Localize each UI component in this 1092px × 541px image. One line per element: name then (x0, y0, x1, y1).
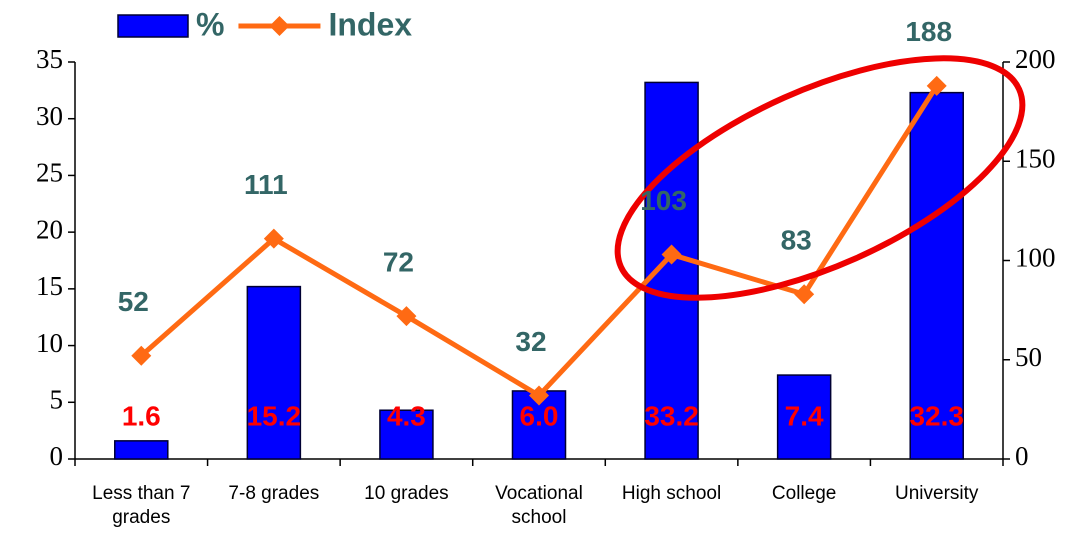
line-value-label: 83 (781, 225, 812, 256)
legend-swatch (117, 14, 189, 38)
y-tick-label: 5 (50, 384, 64, 414)
bar-value-label: 32.3 (909, 400, 964, 431)
x-tick-label: Less than 7 grades (92, 483, 191, 528)
line-marker (529, 385, 549, 406)
line-marker (131, 345, 152, 366)
line-value-label: 32 (515, 326, 546, 357)
legend-label: % (196, 6, 224, 42)
legend-marker (269, 16, 290, 36)
x-tick-label: High school (621, 483, 722, 504)
line-value-label: 103 (640, 185, 687, 216)
bar-value-label: 4.3 (387, 400, 426, 431)
highlight-ellipse (614, 55, 1026, 301)
x-tick-label: University (895, 483, 979, 504)
bar-value-label: 7.4 (785, 400, 824, 431)
legend-label: Index (328, 6, 412, 42)
line-value-label: 72 (383, 246, 414, 277)
x-tick-label: College (771, 483, 837, 504)
y-tick-label: 25 (36, 158, 63, 188)
x-tick-label: 7-8 grades (228, 483, 320, 504)
y-tick-label: 10 (36, 328, 63, 358)
line-value-label: 111 (244, 169, 288, 200)
line-marker (396, 306, 417, 327)
line-marker (926, 75, 947, 96)
y-tick-label: 30 (36, 101, 63, 131)
y-tick-label: 0 (50, 441, 64, 471)
bar (379, 409, 434, 460)
y-tick-label: 20 (36, 214, 63, 244)
bar-value-label: 33.2 (644, 400, 699, 431)
bar (909, 91, 964, 460)
bar (114, 440, 169, 460)
line-marker (661, 244, 682, 265)
y2-tick-label: 50 (1015, 342, 1042, 372)
x-tick-label: Vocational school (495, 483, 583, 528)
y2-tick-label: 100 (1015, 243, 1056, 273)
y-tick-label: 35 (36, 44, 63, 74)
line-marker (794, 284, 815, 305)
x-tick-label: 10 grades (364, 483, 449, 504)
bar (246, 285, 302, 460)
y2-tick-label: 150 (1015, 143, 1056, 173)
y2-tick-label: 200 (1015, 44, 1056, 74)
bar-value-label: 6.0 (520, 400, 559, 431)
line-marker (263, 228, 284, 249)
line-value-label: 188 (905, 16, 952, 47)
bar-value-label: 15.2 (247, 400, 302, 431)
line-value-label: 52 (118, 286, 149, 317)
y-tick-label: 15 (36, 271, 63, 301)
y2-tick-label: 0 (1015, 441, 1029, 471)
bar (776, 374, 832, 460)
bar-value-label: 1.6 (122, 400, 161, 431)
